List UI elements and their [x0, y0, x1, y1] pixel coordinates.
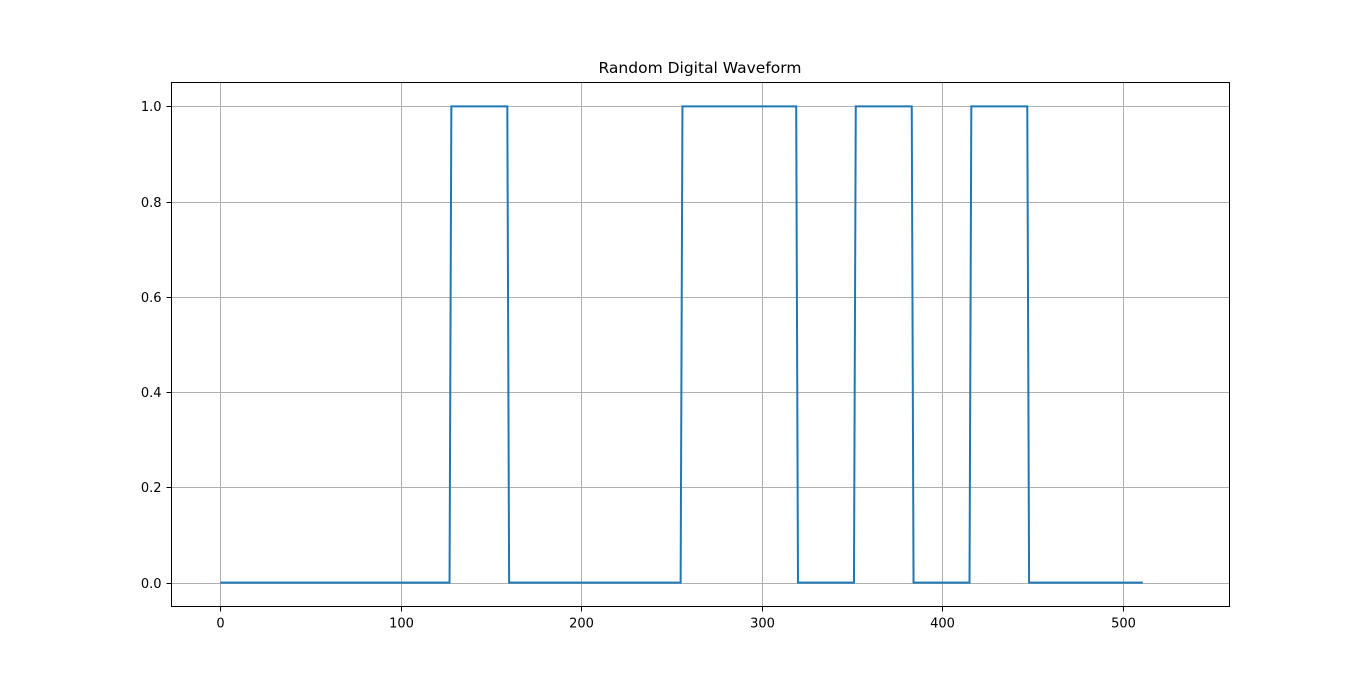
x-tick-label: 100 — [389, 617, 414, 632]
y-tick-label: 0.2 — [141, 481, 162, 496]
x-tick-label: 500 — [1111, 617, 1136, 632]
series-layer — [220, 105, 1143, 584]
x-tick-label: 0 — [216, 617, 224, 632]
y-tick-label: 0.6 — [141, 291, 162, 306]
grid — [171, 82, 1230, 607]
plot-frame — [171, 82, 1230, 607]
x-tick-label: 200 — [569, 617, 594, 632]
axes-ticks: 0 100 200 300 400 500 0.0 0.2 0.4 0.6 0.8 1.0 — [141, 100, 1136, 632]
waveform-line — [220, 105, 1143, 584]
x-tick-label: 300 — [750, 617, 775, 632]
y-tick-label: 0.8 — [141, 196, 162, 211]
y-tick-label: 0.0 — [141, 577, 162, 592]
chart-title: Random Digital Waveform — [599, 59, 802, 77]
x-tick-label: 400 — [930, 617, 955, 632]
y-tick-label: 0.4 — [141, 386, 162, 401]
y-tick-label: 1.0 — [141, 100, 162, 115]
